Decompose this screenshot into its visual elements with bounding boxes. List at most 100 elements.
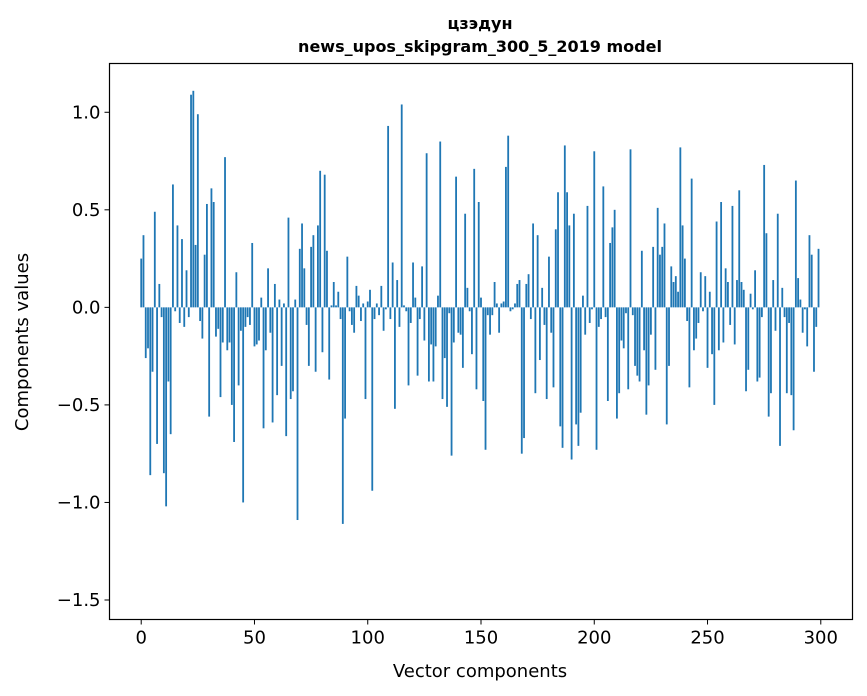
bar-component-298 (815, 307, 818, 327)
bar-component-184 (557, 192, 559, 308)
bar-component-65 (287, 217, 290, 308)
bar-component-275 (763, 164, 766, 308)
bar-component-75 (310, 246, 313, 308)
bar-component-153 (486, 307, 489, 316)
bar-component-119 (409, 307, 412, 323)
x-tick-label: 250 (690, 628, 724, 649)
bar-component-99 (364, 307, 367, 400)
bar-component-180 (548, 256, 550, 308)
bar-component-98 (362, 303, 365, 308)
bar-component-135 (446, 307, 448, 407)
bar-component-168 (520, 307, 523, 454)
x-axis-label: Vector components (393, 661, 567, 682)
bar-component-19 (183, 307, 186, 327)
bar-component-195 (582, 295, 584, 308)
bar-component-221 (640, 250, 643, 308)
bar-component-14 (172, 184, 174, 308)
bar-component-80 (321, 307, 324, 353)
bar-component-58 (271, 307, 274, 423)
bar-component-56 (267, 268, 269, 308)
bar-component-255 (717, 307, 720, 351)
bar-component-133 (441, 307, 444, 400)
bar-component-124 (421, 266, 424, 308)
bar-component-150 (480, 297, 482, 308)
bar-component-289 (794, 180, 797, 308)
chart-title-line2: news_upos_skipgram_300_5_2019 model (298, 37, 662, 56)
bar-component-86 (335, 305, 337, 308)
bar-component-154 (489, 307, 491, 335)
bar-component-171 (527, 274, 530, 308)
bar-component-237 (677, 291, 679, 308)
bar-component-63 (283, 303, 285, 308)
bar-component-210 (616, 307, 618, 419)
x-tick-label: 100 (351, 628, 385, 649)
bar-component-215 (627, 307, 630, 390)
bar-component-280 (774, 307, 777, 331)
bar-component-242 (688, 307, 691, 388)
bar-component-93 (350, 307, 353, 325)
bar-component-91 (346, 256, 349, 308)
bar-component-172 (529, 307, 532, 320)
bar-component-107 (382, 307, 385, 331)
bar-component-212 (620, 307, 623, 341)
bar-component-22 (190, 94, 192, 308)
bar-component-162 (507, 135, 510, 308)
bar-component-121 (414, 297, 417, 308)
bar-component-295 (808, 235, 811, 308)
bars-layer (140, 90, 820, 524)
bar-component-51 (255, 307, 258, 345)
bar-component-290 (797, 278, 800, 308)
bar-component-196 (584, 307, 587, 335)
bar-component-213 (622, 307, 625, 349)
bar-component-251 (708, 291, 711, 308)
bar-component-278 (770, 307, 772, 394)
bar-component-235 (672, 282, 675, 308)
bar-component-194 (579, 307, 582, 413)
bar-component-2 (144, 307, 147, 359)
x-axis: 0 50 100 150 200 250 300 (135, 619, 838, 649)
bar-component-113 (396, 280, 399, 308)
bar-component-41 (233, 307, 235, 442)
bar-component-258 (724, 268, 727, 308)
bar-component-3 (147, 307, 149, 349)
bar-component-29 (206, 203, 208, 308)
bar-component-279 (772, 280, 775, 308)
bar-component-225 (649, 307, 652, 335)
bar-component-151 (482, 307, 485, 401)
bar-component-277 (767, 307, 770, 417)
bar-component-266 (742, 289, 745, 308)
bar-component-208 (611, 227, 614, 308)
bar-component-214 (625, 307, 627, 314)
bar-component-78 (317, 225, 319, 308)
bar-component-96 (357, 295, 360, 308)
bar-component-74 (307, 307, 310, 366)
bar-component-188 (566, 192, 568, 308)
bar-component-53 (260, 297, 263, 308)
bar-component-254 (715, 221, 718, 308)
bar-component-82 (326, 250, 328, 308)
bar-component-244 (693, 307, 695, 351)
bar-component-42 (235, 272, 238, 308)
bar-component-0 (140, 258, 143, 308)
bar-component-253 (713, 307, 716, 405)
bar-component-232 (665, 307, 668, 425)
bar-component-84 (330, 305, 333, 308)
bar-component-174 (534, 307, 537, 394)
bar-component-44 (239, 307, 242, 331)
bar-component-12 (167, 307, 170, 382)
bar-component-83 (328, 307, 331, 380)
bar-component-122 (416, 307, 419, 376)
bar-component-139 (455, 176, 457, 308)
bar-component-169 (523, 307, 525, 439)
bar-component-68 (294, 299, 297, 308)
bar-component-294 (806, 307, 809, 347)
bar-component-223 (645, 307, 648, 415)
bar-component-259 (727, 282, 729, 308)
bar-component-31 (210, 188, 213, 308)
bar-component-149 (477, 202, 480, 308)
bar-component-252 (711, 307, 713, 355)
bar-component-144 (466, 287, 469, 308)
bar-component-285 (785, 307, 788, 394)
bar-component-52 (258, 307, 260, 341)
